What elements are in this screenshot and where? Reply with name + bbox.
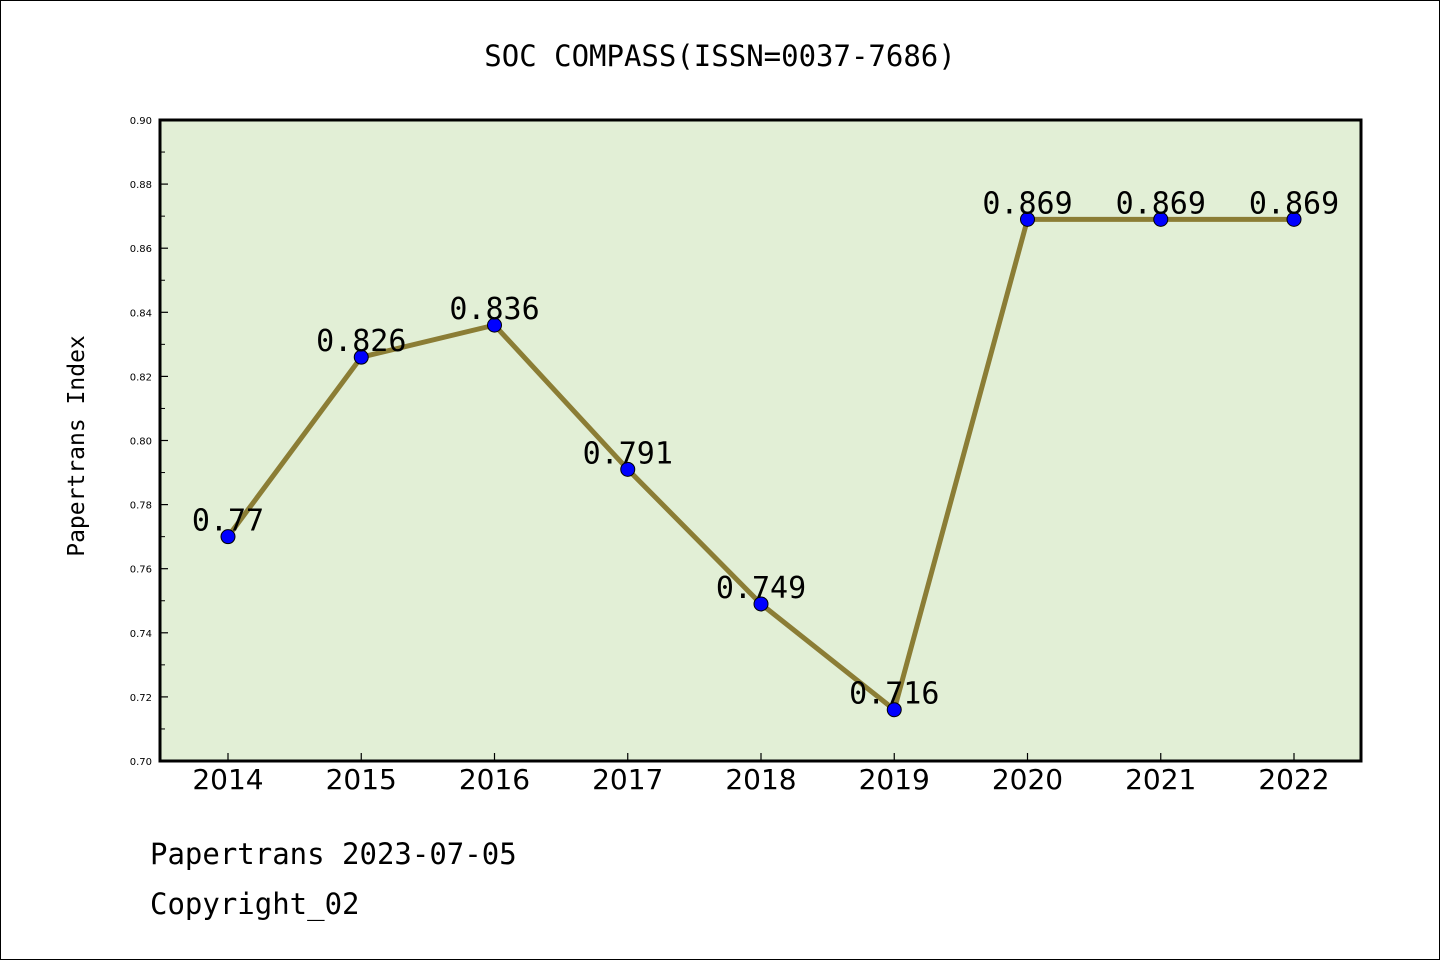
data-label: 0.836	[449, 292, 539, 327]
y-tick-label: 0.80	[130, 437, 152, 448]
y-tick-label: 0.76	[130, 565, 152, 576]
data-label: 0.716	[849, 677, 939, 712]
y-tick-label: 0.78	[130, 501, 152, 512]
y-tick-label: 0.72	[130, 693, 152, 704]
x-tick-label: 2020	[992, 763, 1063, 796]
data-label: 0.869	[1249, 186, 1339, 221]
y-tick-label: 0.84	[130, 308, 152, 319]
x-tick-label: 2014	[192, 763, 263, 796]
data-label: 0.826	[316, 324, 406, 359]
data-point	[487, 317, 502, 333]
data-label: 0.791	[583, 436, 673, 471]
y-tick-label: 0.86	[130, 244, 152, 255]
data-label: 0.869	[1116, 186, 1206, 221]
y-tick-label: 0.82	[130, 372, 152, 383]
data-point	[753, 596, 769, 612]
y-tick-label: 0.88	[130, 180, 152, 191]
data-labels: 0.77 0.826 0.836 0.791 0.749 0.716 0.869 0.869 0…	[192, 186, 1339, 711]
x-tick-label: 2016	[459, 763, 530, 796]
data-markers	[220, 211, 1302, 718]
data-point	[1020, 211, 1035, 227]
data-point	[1286, 211, 1302, 227]
data-point	[620, 461, 636, 477]
y-tick-label: 0.74	[130, 629, 152, 640]
y-axis-ticks: 0.70 0.72 0.74 0.76 0.78 0.80 0.82 0.84 0.86 0.88…	[130, 116, 168, 768]
footer-copyright: Copyright_02	[150, 887, 360, 922]
x-tick-label: 2017	[592, 763, 663, 796]
footer-date: Papertrans 2023-07-05	[150, 837, 517, 871]
data-point	[886, 702, 902, 718]
data-point	[353, 349, 369, 365]
data-point	[220, 529, 236, 545]
x-tick-label: 2022	[1258, 763, 1329, 796]
y-tick-label: 0.90	[130, 116, 152, 127]
x-tick-label: 2018	[725, 763, 796, 796]
data-label: 0.77	[192, 504, 264, 539]
data-point	[1153, 211, 1169, 227]
x-tick-label: 2015	[326, 763, 397, 796]
x-tick-label: 2021	[1125, 763, 1196, 796]
x-axis-ticks: 2014 2015 2016 2017 2018 2019 2020 2021 2022	[192, 753, 1330, 796]
data-label: 0.749	[716, 571, 806, 606]
y-axis-label: Papertrans Index	[64, 335, 90, 557]
chart-title: SOC COMPASS(ISSN=0037-7686)	[484, 39, 955, 73]
x-tick-label: 2019	[859, 763, 930, 796]
y-tick-label: 0.70	[130, 757, 152, 768]
data-label: 0.869	[982, 186, 1072, 221]
